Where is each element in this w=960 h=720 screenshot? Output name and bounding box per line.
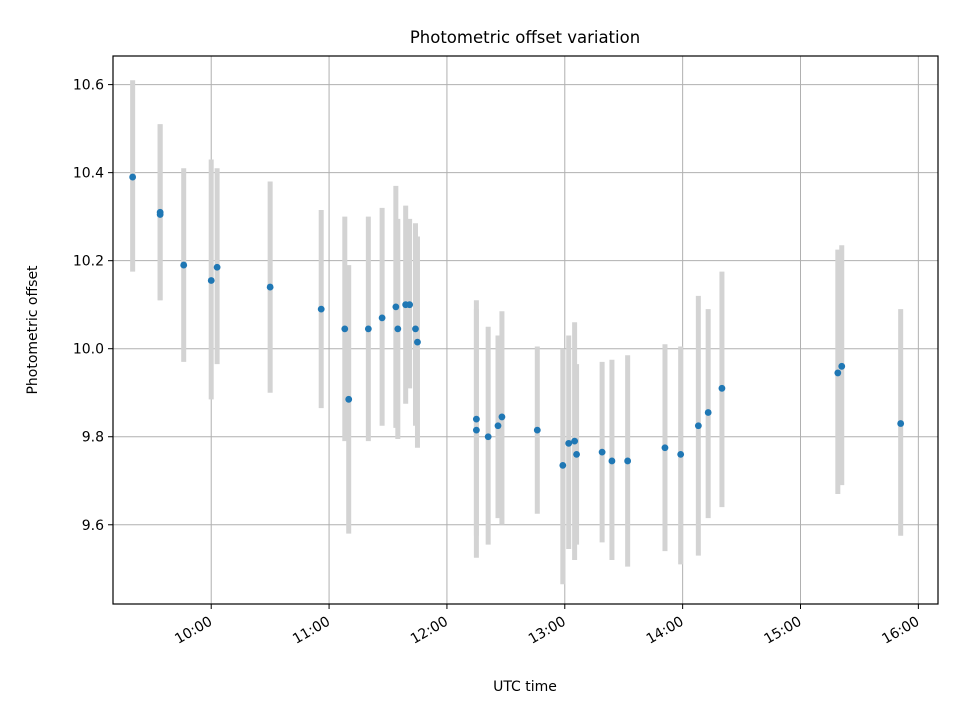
data-point: [412, 325, 419, 333]
data-point: [341, 325, 349, 333]
data-point: [364, 325, 372, 333]
chart-title: Photometric offset variation: [410, 28, 640, 47]
data-point: [608, 457, 616, 465]
data-point: [559, 461, 567, 469]
data-point: [180, 261, 188, 269]
plot-frame: [112, 55, 939, 605]
data-point: [838, 362, 846, 370]
data-point: [565, 439, 573, 447]
y-tick-label: 10.0: [73, 342, 104, 358]
data-point: [834, 369, 842, 377]
data-point: [897, 420, 905, 427]
y-tick-label: 10.2: [73, 254, 104, 270]
y-tick-label: 9.6: [82, 518, 104, 534]
data-point: [573, 450, 580, 458]
y-axis: 9.6 9.8 10.0 10.2 10.4 10.6: [73, 78, 113, 534]
data-point: [406, 301, 414, 309]
data-point: [414, 338, 421, 346]
data-point: [571, 437, 579, 445]
data-point: [156, 208, 164, 216]
data-point: [494, 422, 502, 430]
data-points: [129, 173, 905, 469]
data-point: [718, 384, 726, 392]
data-point: [677, 450, 685, 458]
x-axis-label: UTC time: [493, 679, 557, 695]
y-axis-label: Photometric offset: [25, 265, 41, 395]
data-point: [317, 305, 325, 313]
data-point: [598, 448, 606, 456]
grid: [113, 56, 938, 604]
data-point: [704, 409, 712, 416]
data-point: [661, 444, 669, 452]
data-point: [394, 325, 402, 333]
data-point: [207, 277, 215, 284]
data-point: [129, 173, 137, 181]
data-point: [498, 413, 506, 421]
y-tick-label: 10.4: [73, 166, 104, 182]
data-point: [694, 422, 702, 430]
data-point: [378, 314, 386, 322]
data-point: [624, 457, 632, 465]
data-point: [392, 303, 400, 311]
data-point: [533, 426, 541, 434]
y-tick-label: 9.8: [82, 430, 104, 446]
data-point: [266, 283, 274, 291]
y-tick-label: 10.6: [73, 78, 104, 94]
data-point: [472, 415, 480, 423]
data-point: [345, 395, 353, 403]
data-point: [213, 263, 221, 271]
data-point: [472, 426, 480, 434]
data-point: [484, 433, 492, 441]
